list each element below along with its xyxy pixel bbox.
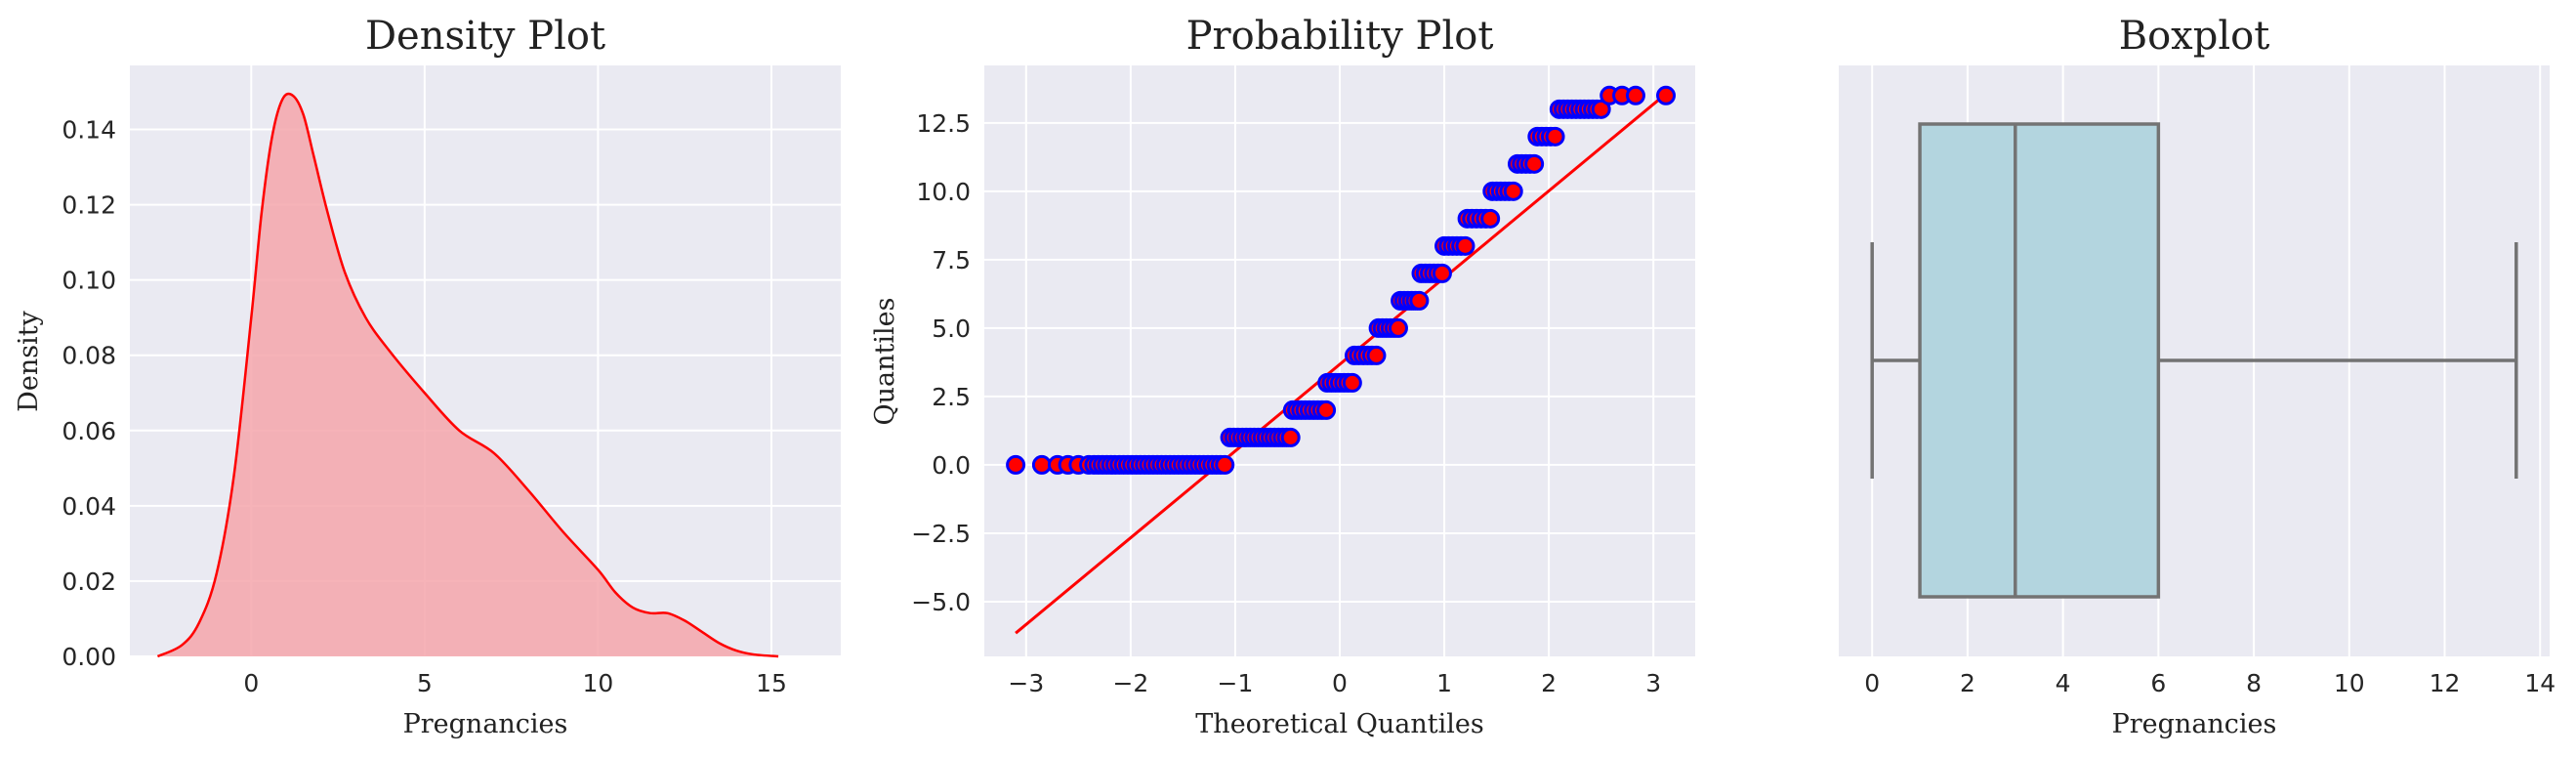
qq-point [1625, 85, 1645, 105]
y-tick-label: 12.5 [916, 109, 971, 138]
qq-point [1480, 208, 1501, 229]
boxplot-title: Boxplot [2119, 14, 2270, 59]
density-plot-panel: 0 5 10 15 0.000.020.040.060.080.100.120.14 … [14, 14, 841, 739]
y-tick-label: 10.0 [916, 178, 971, 206]
y-tick-label: 0.12 [62, 191, 116, 220]
probability-x-ticks: −3 −2 −1 0 1 2 3 [1008, 669, 1661, 697]
qq-point [1503, 181, 1523, 201]
x-tick-label: −3 [1008, 669, 1044, 697]
density-curve [156, 92, 779, 658]
probability-plot-title: Probability Plot [1186, 14, 1494, 59]
y-tick-label: 2.5 [932, 383, 971, 411]
qq-point [1031, 454, 1052, 475]
qq-fit-line [1015, 94, 1665, 635]
x-tick-label: 0 [243, 669, 259, 697]
probability-x-axis-label: Theoretical Quantiles [1195, 709, 1483, 739]
y-tick-label: 7.5 [932, 246, 971, 274]
qq-point [1006, 454, 1026, 475]
y-tick-label: −5.0 [911, 588, 971, 616]
y-tick-label: 5.0 [932, 315, 971, 343]
x-tick-label: 3 [1645, 669, 1661, 697]
density-x-axis-label: Pregnancies [403, 709, 568, 739]
qq-point [1342, 372, 1362, 393]
qq-point [1280, 427, 1301, 447]
x-tick-label: 1 [1436, 669, 1452, 697]
density-y-axis-label: Density [14, 310, 44, 411]
x-tick-label: 15 [756, 669, 787, 697]
qq-point [1591, 99, 1611, 119]
boxplot-x-axis-label: Pregnancies [2112, 709, 2277, 739]
qq-point [1524, 153, 1545, 174]
y-tick-label: 0.00 [62, 643, 116, 671]
x-tick-label: 8 [2246, 669, 2262, 697]
qq-point [1409, 290, 1430, 311]
x-tick-label: −2 [1112, 669, 1148, 697]
qq-point [1388, 317, 1408, 338]
box-iqr [1918, 122, 2161, 599]
density-fill-area [157, 94, 779, 656]
density-y-ticks: 0.00 0.02 0.04 0.06 0.08 0.10 0.12 0.14 [62, 116, 116, 671]
qq-points [1006, 85, 1677, 475]
y-tick-label: 0.02 [62, 568, 116, 596]
x-tick-label: 4 [2056, 669, 2071, 697]
y-tick-label: 0.04 [62, 492, 116, 521]
qq-point [1656, 85, 1677, 105]
x-tick-label: 12 [2430, 669, 2461, 697]
x-tick-label: 2 [1960, 669, 1975, 697]
qq-point [1432, 263, 1452, 283]
probability-y-ticks: −5.0 −2.5 0.0 2.5 5.0 7.5 10.0 12.5 [911, 109, 971, 616]
density-plot-title: Density Plot [365, 14, 605, 59]
y-tick-label: 0.08 [62, 342, 116, 370]
y-tick-label: 0.14 [62, 116, 116, 145]
qq-point [1545, 126, 1565, 147]
x-tick-label: 6 [2150, 669, 2166, 697]
qq-point [1455, 235, 1475, 256]
x-tick-label: 5 [417, 669, 433, 697]
x-tick-label: 0 [1864, 669, 1880, 697]
x-tick-label: 2 [1541, 669, 1557, 697]
qq-point [1366, 345, 1387, 365]
qq-point [1316, 400, 1337, 420]
boxplot-box-group [1870, 122, 2518, 599]
y-tick-label: −2.5 [911, 520, 971, 548]
y-tick-label: 0.0 [932, 451, 971, 480]
y-tick-label: 0.06 [62, 417, 116, 445]
x-tick-label: 10 [583, 669, 614, 697]
x-tick-label: 10 [2334, 669, 2365, 697]
boxplot-x-ticks: 0 2 4 6 8 10 12 14 [1864, 669, 2555, 697]
x-tick-label: 14 [2524, 669, 2555, 697]
x-tick-label: 0 [1332, 669, 1348, 697]
y-tick-label: 0.10 [62, 267, 116, 295]
boxplot-panel: 0 2 4 6 8 10 12 14 Boxplot Pregnancies [1839, 14, 2555, 739]
density-x-ticks: 0 5 10 15 [243, 669, 787, 697]
probability-plot-panel: −3 −2 −1 0 1 2 3 −5.0−2.50.02.55.07.510.012.5 … [870, 14, 1695, 739]
x-tick-label: −1 [1218, 669, 1254, 697]
qq-point [1215, 454, 1235, 475]
probability-y-axis-label: Quantiles [870, 298, 900, 426]
